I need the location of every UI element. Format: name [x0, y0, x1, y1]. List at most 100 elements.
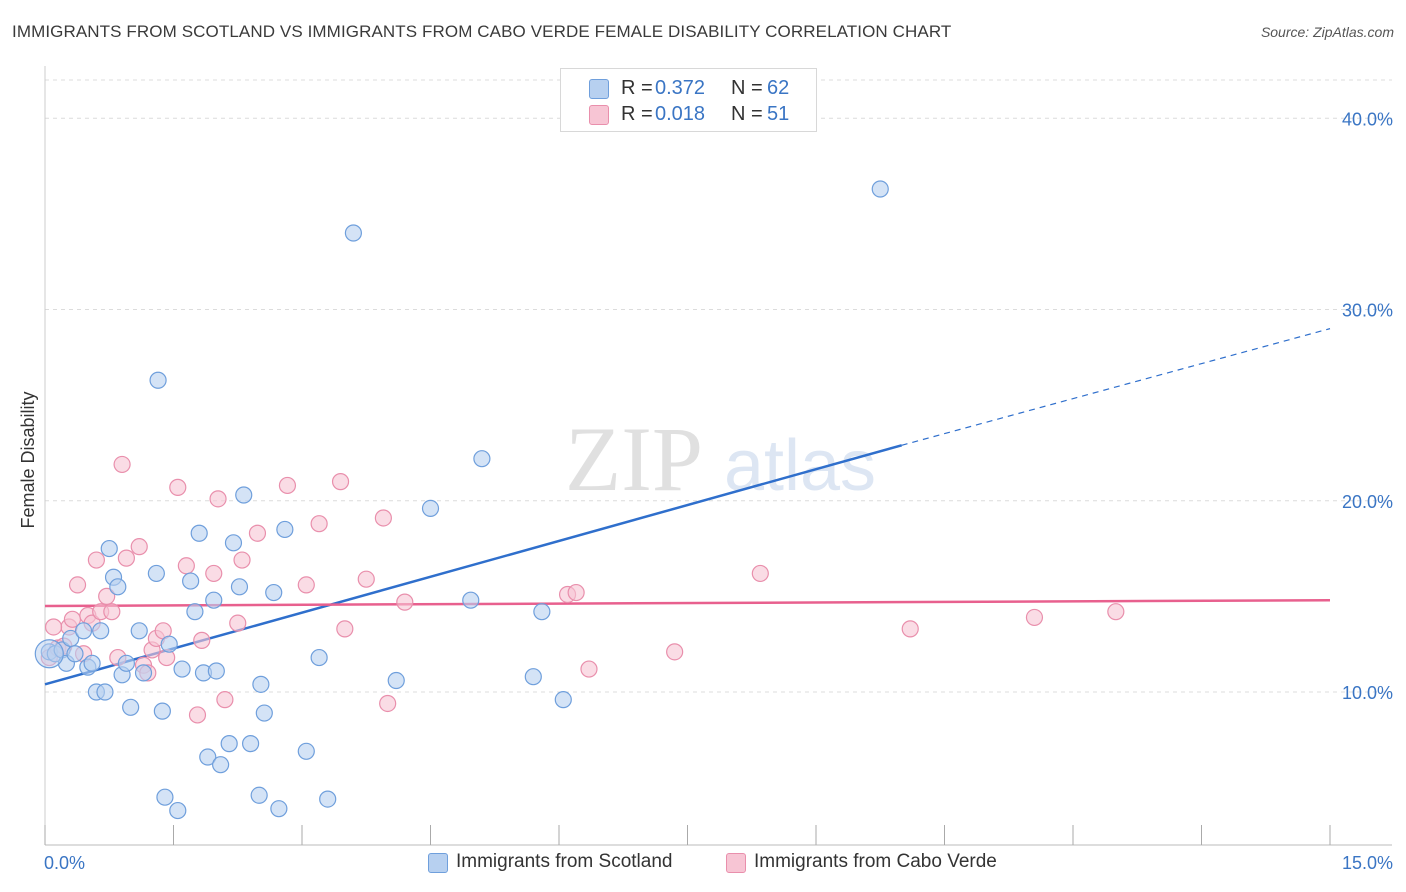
cabo-verde-point [117, 549, 135, 567]
cabo-verde-point [751, 564, 769, 583]
scotland-cluster-point [34, 639, 64, 669]
scotland-point [130, 622, 148, 640]
scotland-point [149, 371, 167, 389]
series-swatch-pink [726, 853, 746, 873]
cabo-verde-point [331, 473, 350, 491]
cabo-verde-point [68, 576, 87, 594]
legend-r-label: R = [621, 77, 653, 99]
watermark: ZIP atlas [565, 408, 876, 510]
cabo-verde-point [103, 603, 121, 621]
scotland-point [153, 702, 171, 720]
legend-r-value: 0.372 [655, 77, 706, 99]
series-label-cabo-verde: Immigrants from Cabo Verde [754, 851, 997, 872]
cabo-verde-point [666, 643, 684, 661]
scotland-point [224, 534, 243, 552]
trend-lines [44, 328, 1331, 686]
scotland-point [524, 668, 542, 686]
scotland-point [100, 539, 118, 558]
scotland-point [96, 683, 114, 701]
scotland-point [387, 671, 405, 690]
legend-r-label: R = [621, 103, 653, 125]
watermark-zip: ZIP [565, 408, 703, 510]
legend-swatch-blue [589, 79, 609, 99]
scotland-point [421, 499, 440, 517]
watermark-atlas: atlas [724, 426, 876, 506]
axes [44, 66, 1392, 846]
cabo-verde-point [901, 620, 919, 638]
scotland-point [242, 735, 260, 753]
scotland-point [147, 564, 165, 583]
scotland-point [533, 603, 551, 621]
scotland-point [134, 664, 153, 682]
y-axis-label: Female Disability [18, 391, 38, 528]
scotland-point [186, 603, 204, 621]
scotland-point [220, 735, 238, 753]
scotland-point [462, 591, 480, 609]
scotland-point [109, 578, 127, 596]
scotland-point [205, 591, 223, 609]
scotland-point [156, 788, 174, 806]
cabo-verde-point [278, 476, 297, 495]
y-tick-label: 10.0% [1342, 683, 1393, 703]
scotland-point [83, 654, 101, 672]
tick-labels: 10.0% 20.0% 30.0% 40.0% 0.0% 15.0% [44, 109, 1393, 873]
scotland-point [66, 645, 84, 663]
x-tick-label: 0.0% [44, 853, 85, 873]
scotland-point [117, 654, 135, 672]
cabo-verde-point [177, 557, 195, 575]
cabo-verde-point [233, 551, 251, 569]
scotland-point [173, 660, 191, 678]
scotland-point [270, 800, 288, 818]
legend-r-value: 0.018 [655, 103, 706, 125]
cabo-verde-point [209, 490, 227, 508]
legend-n-label: N = [731, 77, 763, 99]
y-tick-label: 20.0% [1342, 492, 1393, 512]
cabo-verde-point [580, 660, 598, 678]
scotland-point [319, 790, 337, 808]
cabo-verde-point [336, 620, 354, 638]
y-tick-label: 30.0% [1342, 301, 1393, 321]
cabo-verde-point [310, 515, 328, 533]
chart-title: IMMIGRANTS FROM SCOTLAND VS IMMIGRANTS F… [12, 22, 952, 41]
scotland-point [199, 748, 217, 766]
scotland-trend-line [44, 444, 903, 686]
cabo-verde-point [567, 583, 585, 602]
scotland-point [169, 801, 187, 820]
cabo-verde-point [216, 691, 234, 709]
stats-legend: R = 0.372 N = 62 R = 0.018 N = 51 [560, 68, 817, 132]
scotland-point [871, 180, 889, 198]
cabo-verde-point [98, 587, 116, 605]
scotland-point [207, 662, 225, 680]
scotland-point [473, 450, 491, 468]
cabo-verde-point [113, 455, 131, 474]
cabo-verde-point [229, 614, 247, 632]
scotland-point [276, 520, 294, 539]
legend-n-value: 51 [767, 103, 790, 125]
cabo-verde-point [205, 564, 223, 583]
scotland-point [122, 698, 140, 716]
scotland-point [212, 756, 230, 774]
cabo-verde-point [130, 538, 148, 556]
cabo-verde-point [357, 570, 375, 588]
scotland-point [344, 224, 362, 242]
scotland-point [92, 622, 110, 640]
scotland-point [252, 675, 270, 693]
scotland-point [297, 742, 315, 760]
scotland-point [160, 635, 178, 653]
cabo-verde-point [169, 478, 187, 496]
cabo-verde-point [297, 576, 315, 594]
scotland-point [190, 524, 208, 542]
scotland-point [310, 648, 328, 667]
legend-swatch-pink [589, 105, 609, 125]
scotland-point [250, 786, 268, 804]
y-tick-label: 40.0% [1342, 109, 1393, 129]
cabo-verde-point [1025, 608, 1044, 627]
scotland-trend-extension [901, 328, 1331, 446]
cabo-verde-point [193, 631, 211, 649]
cabo-verde-point [44, 618, 63, 636]
cabo-verde-point [188, 706, 207, 724]
scotland-point [235, 486, 253, 504]
cabo-verde-trend-line [44, 598, 1331, 608]
cabo-verde-point [248, 524, 267, 542]
